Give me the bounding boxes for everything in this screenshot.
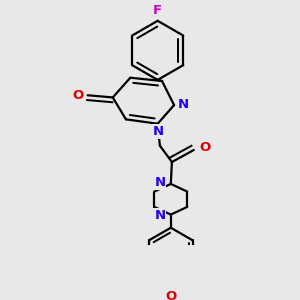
Text: N: N bbox=[154, 176, 165, 189]
Text: N: N bbox=[153, 125, 164, 138]
Text: F: F bbox=[153, 4, 162, 17]
Text: N: N bbox=[154, 209, 165, 222]
Text: N: N bbox=[177, 98, 188, 110]
Text: O: O bbox=[165, 290, 176, 300]
Text: O: O bbox=[199, 141, 210, 154]
Text: O: O bbox=[72, 89, 83, 102]
